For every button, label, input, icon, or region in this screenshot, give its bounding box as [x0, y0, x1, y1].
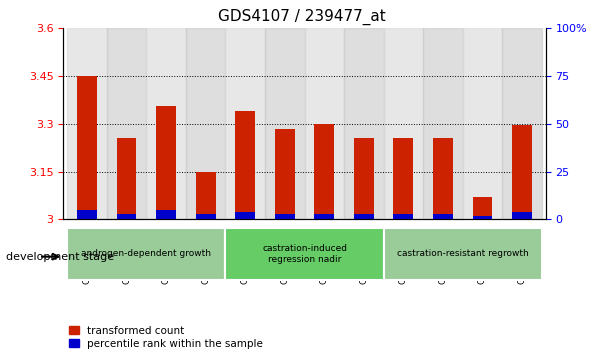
Text: castration-resistant regrowth: castration-resistant regrowth: [397, 250, 529, 258]
Bar: [275, 129, 295, 219]
Bar: [354, 138, 374, 219]
Bar: [314, 214, 334, 219]
Bar: [384, 28, 423, 219]
Bar: [305, 28, 344, 219]
Bar: [394, 214, 413, 219]
Bar: [156, 107, 176, 219]
Bar: [235, 111, 255, 219]
Bar: [117, 214, 136, 219]
Text: castration-induced
regression nadir: castration-induced regression nadir: [262, 244, 347, 264]
Legend: transformed count, percentile rank within the sample: transformed count, percentile rank withi…: [69, 326, 263, 349]
Bar: [473, 216, 492, 219]
Bar: [433, 214, 453, 219]
Text: GDS4107 / 239477_at: GDS4107 / 239477_at: [218, 9, 385, 25]
Bar: [512, 212, 532, 219]
Bar: [235, 212, 255, 219]
FancyBboxPatch shape: [384, 228, 541, 280]
Bar: [196, 172, 215, 219]
Bar: [117, 138, 136, 219]
Text: androgen-dependent growth: androgen-dependent growth: [81, 250, 211, 258]
Bar: [423, 28, 463, 219]
Bar: [394, 138, 413, 219]
Bar: [68, 28, 107, 219]
Text: development stage: development stage: [6, 252, 114, 262]
Bar: [354, 214, 374, 219]
Bar: [433, 138, 453, 219]
Bar: [463, 28, 502, 219]
Bar: [186, 28, 226, 219]
Bar: [502, 28, 541, 219]
Bar: [265, 28, 305, 219]
Bar: [147, 28, 186, 219]
Bar: [473, 197, 492, 219]
FancyBboxPatch shape: [226, 228, 384, 280]
Bar: [344, 28, 384, 219]
Bar: [196, 214, 215, 219]
Bar: [314, 124, 334, 219]
Bar: [512, 126, 532, 219]
Bar: [107, 28, 147, 219]
Bar: [77, 210, 97, 219]
FancyBboxPatch shape: [68, 228, 226, 280]
Bar: [226, 28, 265, 219]
Bar: [156, 210, 176, 219]
Bar: [275, 214, 295, 219]
Bar: [77, 76, 97, 219]
